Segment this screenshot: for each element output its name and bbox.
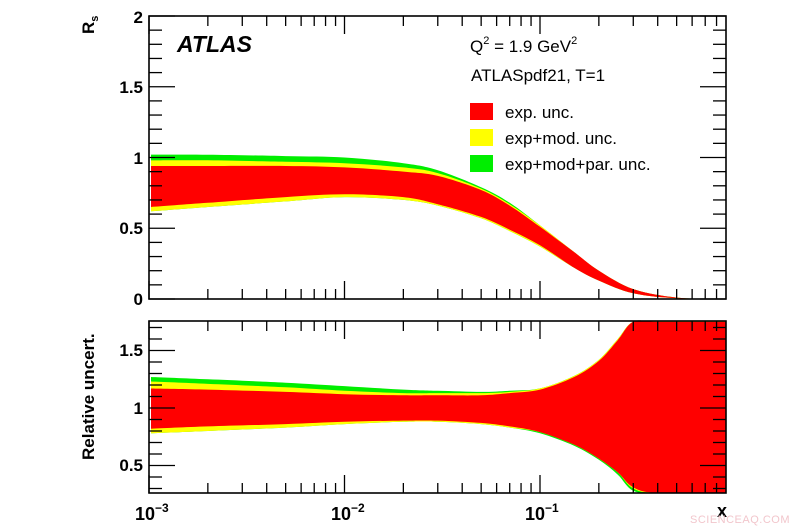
top-y-tick-labels: 0 0.5 1 1.5 2 (119, 8, 143, 309)
ytick-bottom-0.5: 0.5 (119, 456, 143, 475)
ytick-top-2: 2 (134, 8, 143, 27)
legend-swatch-exp-mod-par (470, 155, 493, 172)
top-panel-bands (151, 154, 726, 299)
legend-label-exp-mod: exp+mod. unc. (505, 129, 617, 148)
xtick-1e-1: 10−1 (525, 501, 559, 524)
legend-swatch-exp (470, 103, 493, 120)
ytick-top-1: 1 (134, 149, 143, 168)
watermark: SCIENCEAQ.COM (689, 514, 790, 526)
xtick-1e-3: 10−3 (135, 501, 169, 524)
ytick-bottom-1.5: 1.5 (119, 341, 143, 360)
ytick-top-0: 0 (134, 290, 143, 309)
x-tick-labels: 10−3 10−2 10−1 (135, 501, 559, 524)
ytick-bottom-1: 1 (134, 399, 143, 418)
xtick-1e-2: 10−2 (331, 501, 365, 524)
x-axis-title: x (717, 501, 727, 521)
legend-label-exp-mod-par: exp+mod+par. unc. (505, 155, 651, 174)
atlas-label: ATLAS (176, 31, 253, 57)
legend-swatch-exp-mod (470, 129, 493, 146)
axis-ticks (148, 15, 726, 493)
q2-annotation: Q2 = 1.9 GeV2 (470, 35, 577, 56)
ytick-top-0.5: 0.5 (119, 219, 143, 238)
y-axis-title-bottom: Relative uncert. (79, 333, 98, 460)
bottom-y-tick-labels: 0.5 1 1.5 (119, 341, 143, 475)
bottom-panel-bands (151, 320, 726, 494)
pdf-set-annotation: ATLASpdf21, T=1 (471, 66, 605, 85)
band-exp-unc- (151, 320, 726, 494)
legend-label-exp: exp. unc. (505, 103, 574, 122)
ytick-top-1.5: 1.5 (119, 78, 143, 97)
band-exp-unc- (151, 165, 726, 299)
legend: exp. unc. exp+mod. unc. exp+mod+par. unc… (470, 103, 651, 174)
y-axis-title-top: Rs (79, 16, 101, 34)
